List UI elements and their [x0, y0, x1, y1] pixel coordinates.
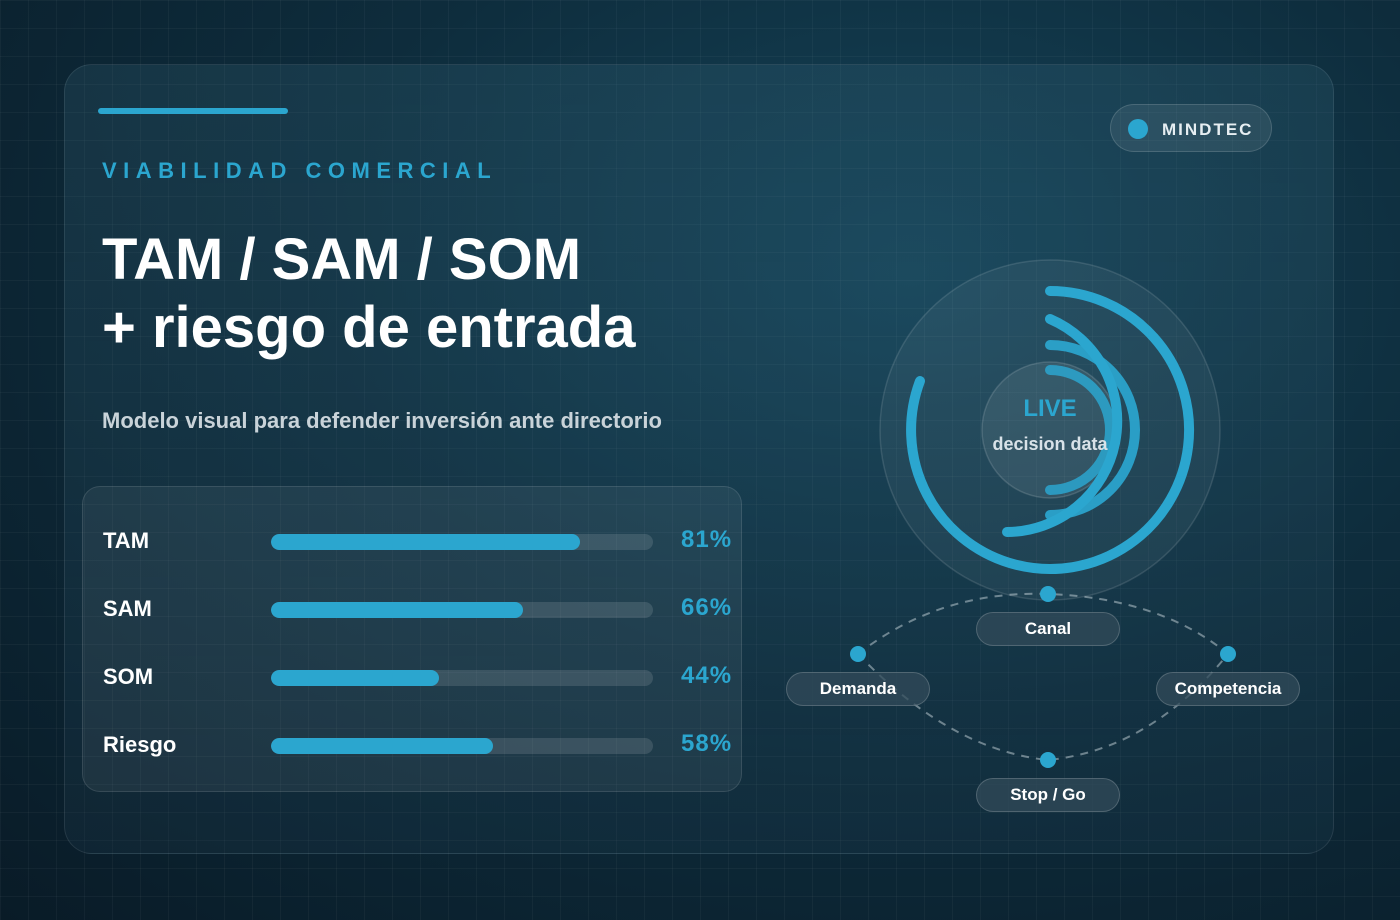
flow-dot-demanda: [850, 646, 866, 662]
metric-label: TAM: [103, 528, 150, 553]
metric-value: 81%: [681, 526, 733, 553]
progress-track: [271, 534, 653, 550]
brand-name: MINDTEC: [1162, 120, 1254, 139]
flow-path-top: [857, 592, 1229, 655]
flow-node-competencia: Competencia: [1156, 672, 1300, 706]
metric-label: Riesgo: [103, 732, 177, 757]
status-dot-icon: [1128, 119, 1148, 139]
flow-node-stop-go: Stop / Go: [976, 778, 1120, 812]
title-line-2: + riesgo de entrada: [102, 295, 636, 360]
page-subtitle: Modelo visual para defender inversión an…: [102, 408, 662, 433]
metric-row-riesgo: Riesgo 58%: [83, 725, 743, 765]
metric-row-som: SOM 44%: [83, 657, 743, 697]
radial-gauge: [879, 259, 1221, 601]
brand-badge: MINDTEC: [1110, 104, 1272, 152]
page-title: TAM / SAM / SOM + riesgo de entrada: [102, 226, 635, 362]
metric-value: 44%: [681, 662, 733, 689]
gauge-arc-second: [1002, 314, 1123, 537]
accent-line: [98, 108, 288, 114]
gauge-arc-third: [1045, 340, 1140, 520]
flow-node-demanda: Demanda: [786, 672, 930, 706]
metric-value: 66%: [681, 594, 733, 621]
flow-dot-stop-go: [1040, 752, 1056, 768]
gauge-arc-outer: [906, 286, 1195, 574]
progress-fill: [271, 738, 493, 754]
metric-row-tam: TAM 81%: [83, 521, 743, 561]
metric-value: 58%: [681, 730, 733, 757]
flow-dot-competencia: [1220, 646, 1236, 662]
metric-row-sam: SAM 66%: [83, 589, 743, 629]
main-card: [64, 64, 1334, 854]
progress-track: [271, 670, 653, 686]
metric-label: SAM: [103, 596, 152, 621]
metrics-panel: TAM 81% SAM 66% SOM 44% Riesgo 58%: [82, 486, 742, 792]
title-line-1: TAM / SAM / SOM: [102, 227, 582, 292]
gauge-subtitle: decision data: [992, 434, 1108, 454]
progress-fill: [271, 534, 581, 550]
section-eyebrow: VIABILIDAD COMERCIAL: [102, 158, 498, 183]
gauge-arc-inner: [1045, 365, 1115, 495]
progress-fill: [271, 602, 524, 618]
metric-label: SOM: [103, 664, 154, 689]
progress-fill: [271, 670, 440, 686]
flow-dot-canal: [1040, 586, 1056, 602]
progress-track: [271, 738, 653, 754]
progress-track: [271, 602, 653, 618]
flow-path-bottom: [857, 653, 1229, 762]
gauge-title: LIVE: [1023, 395, 1077, 422]
flow-node-canal: Canal: [976, 612, 1120, 646]
